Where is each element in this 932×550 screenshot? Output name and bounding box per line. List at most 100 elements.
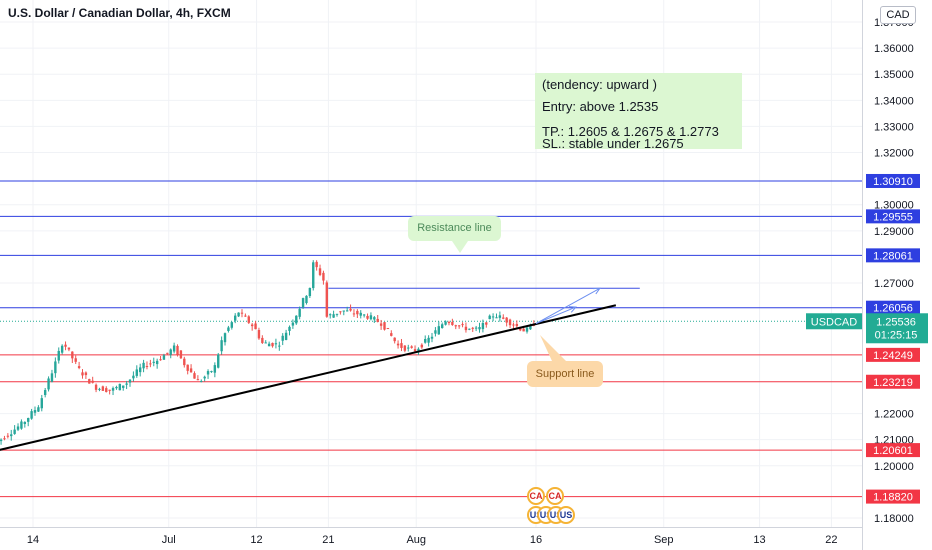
- candle-body: [105, 388, 108, 392]
- candle-body: [234, 315, 237, 321]
- candle-body: [461, 324, 464, 326]
- candle-body: [505, 317, 508, 323]
- level-price-label: 1.23219: [873, 377, 913, 389]
- candle-body: [386, 328, 390, 330]
- candle-body: [315, 261, 318, 268]
- x-tick-label: Jul: [162, 534, 176, 546]
- candle-body: [132, 375, 135, 379]
- note-tp: TP.: 1.2605 & 1.2675 & 1.2773: [542, 124, 719, 139]
- candle-body: [474, 327, 478, 329]
- candle-body: [206, 371, 210, 375]
- candle-body: [6, 435, 10, 437]
- note-entry: Entry: above 1.2535: [542, 99, 659, 114]
- candle-body: [359, 312, 362, 316]
- candle-body: [403, 345, 407, 351]
- candle-body: [57, 350, 60, 361]
- candle-body: [30, 411, 33, 419]
- candle-body: [457, 325, 461, 327]
- candle-body: [508, 319, 512, 326]
- candle-body: [128, 379, 132, 383]
- candle-body: [335, 313, 339, 315]
- candle-body: [94, 384, 98, 390]
- candle-body: [149, 363, 152, 365]
- x-tick-label: 21: [322, 534, 334, 546]
- y-tick-label: 1.29000: [874, 226, 914, 238]
- current-price-tag: [866, 313, 928, 344]
- candle-body: [440, 324, 444, 328]
- candle-body: [64, 344, 67, 347]
- level-price-tag: [866, 209, 920, 224]
- candle-body: [362, 314, 366, 316]
- candle-body: [284, 332, 288, 340]
- note-tendency: (tendency: upward ): [542, 77, 657, 92]
- candle-body: [464, 326, 468, 331]
- candle-body: [390, 333, 393, 336]
- x-tick-label: 22: [825, 534, 837, 546]
- candle-body: [250, 324, 254, 327]
- candle-body: [312, 262, 315, 289]
- candle-body: [47, 378, 50, 390]
- candle-body: [481, 322, 485, 330]
- candle-body: [281, 335, 284, 341]
- candle-body: [383, 322, 386, 330]
- candle-body: [413, 349, 417, 352]
- y-tick-label: 1.35000: [874, 69, 914, 81]
- candle-body: [247, 316, 250, 323]
- candle-body: [495, 317, 498, 319]
- canada-flag-icon[interactable]: CA: [527, 487, 545, 505]
- resistance-label: Resistance line: [408, 216, 501, 241]
- candle-body: [366, 315, 369, 319]
- candle-body: [451, 321, 454, 326]
- y-tick-label: 1.36000: [874, 43, 914, 55]
- candle-body: [54, 361, 57, 374]
- level-price-tag: [866, 347, 920, 362]
- us-flag-icon[interactable]: US: [557, 506, 575, 524]
- candle-body: [237, 312, 240, 317]
- candle-body: [210, 371, 213, 373]
- analysis-note: (tendency: upward ) Entry: above 1.2535 …: [535, 73, 742, 151]
- candle-body: [108, 389, 111, 391]
- support-pointer: [540, 335, 566, 361]
- candle-body: [155, 360, 159, 365]
- candle-body: [373, 317, 376, 320]
- candle-body: [417, 348, 420, 351]
- currency-badge[interactable]: CAD: [880, 6, 916, 24]
- candle-body: [138, 367, 142, 373]
- canada-flag-icon[interactable]: CA: [546, 487, 564, 505]
- level-price-label: 1.28061: [873, 250, 913, 262]
- candle-body: [325, 282, 329, 317]
- symbol-tag-label: USDCAD: [811, 316, 858, 328]
- candle-body: [244, 315, 247, 317]
- chart-title: U.S. Dollar / Canadian Dollar, 4h, FXCM: [8, 6, 231, 20]
- projection-arrowhead: [568, 306, 577, 313]
- candle-body: [81, 372, 84, 376]
- candle-body: [169, 349, 172, 355]
- resistance-pointer: [452, 241, 468, 253]
- candle-body: [478, 327, 481, 330]
- candle-body: [308, 287, 312, 297]
- candle-body: [349, 308, 352, 311]
- level-price-tag: [866, 173, 920, 188]
- candle-body: [189, 368, 193, 373]
- x-tick-label: 14: [27, 534, 39, 546]
- level-price-tag: [866, 300, 920, 315]
- candle-body: [217, 354, 220, 368]
- candle-body: [267, 343, 271, 347]
- candle-body: [33, 410, 37, 413]
- candle-body: [145, 366, 149, 368]
- candle-body: [301, 298, 305, 308]
- support-trendline: [0, 304, 617, 451]
- level-price-tag: [866, 443, 920, 458]
- candle-body: [88, 379, 91, 384]
- symbol-tag: [806, 313, 862, 330]
- candle-body: [291, 322, 295, 326]
- candle-body: [203, 376, 206, 379]
- candle-body: [193, 373, 196, 379]
- y-tick-label: 1.32000: [874, 148, 914, 160]
- candle-body: [519, 327, 522, 331]
- candle-body: [515, 323, 519, 327]
- candle-body: [471, 327, 474, 329]
- candle-body: [50, 373, 54, 382]
- candle-body: [261, 337, 264, 343]
